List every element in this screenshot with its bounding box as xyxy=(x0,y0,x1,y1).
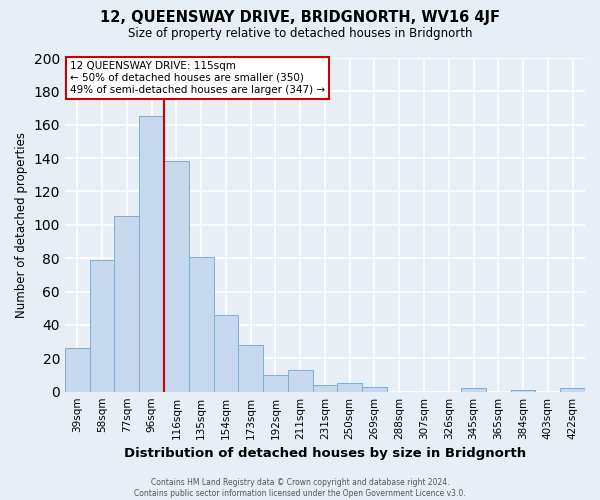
Bar xyxy=(511,390,535,392)
X-axis label: Distribution of detached houses by size in Bridgnorth: Distribution of detached houses by size … xyxy=(124,447,526,460)
Bar xyxy=(263,375,288,392)
Bar xyxy=(115,216,139,392)
Bar xyxy=(89,260,115,392)
Bar xyxy=(288,370,313,392)
Bar xyxy=(189,256,214,392)
Bar xyxy=(461,388,486,392)
Bar xyxy=(164,162,189,392)
Y-axis label: Number of detached properties: Number of detached properties xyxy=(15,132,28,318)
Bar xyxy=(313,385,337,392)
Text: 12, QUEENSWAY DRIVE, BRIDGNORTH, WV16 4JF: 12, QUEENSWAY DRIVE, BRIDGNORTH, WV16 4J… xyxy=(100,10,500,25)
Text: 12 QUEENSWAY DRIVE: 115sqm
← 50% of detached houses are smaller (350)
49% of sem: 12 QUEENSWAY DRIVE: 115sqm ← 50% of deta… xyxy=(70,62,325,94)
Bar xyxy=(362,386,387,392)
Bar xyxy=(214,315,238,392)
Bar xyxy=(139,116,164,392)
Text: Contains HM Land Registry data © Crown copyright and database right 2024.
Contai: Contains HM Land Registry data © Crown c… xyxy=(134,478,466,498)
Bar xyxy=(65,348,89,392)
Bar xyxy=(337,384,362,392)
Text: Size of property relative to detached houses in Bridgnorth: Size of property relative to detached ho… xyxy=(128,28,472,40)
Bar xyxy=(560,388,585,392)
Bar xyxy=(238,345,263,392)
